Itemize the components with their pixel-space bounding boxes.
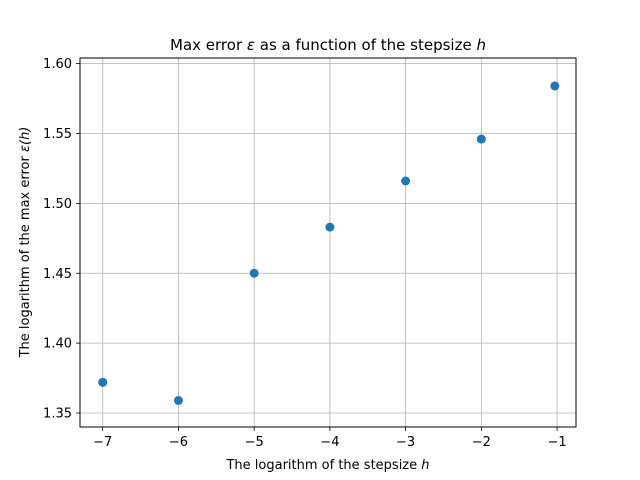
data-point bbox=[325, 222, 335, 232]
x-axis-title: The logarithm of the stepsize h bbox=[225, 458, 429, 473]
data-point bbox=[476, 134, 486, 144]
x-tick-label: −7 bbox=[93, 435, 112, 450]
plot-frame bbox=[79, 57, 577, 428]
chart-title: Max error ε as a function of the stepsiz… bbox=[170, 36, 486, 54]
x-axis-ticks: −7 −6 −5 −4 −3 −2 −1 bbox=[93, 427, 567, 450]
data-point bbox=[173, 395, 183, 405]
y-axis-title: The logarithm of the max error ε(h) bbox=[18, 127, 33, 359]
y-axis-ticks: 1.35 1.40 1.45 1.50 1.55 1.60 bbox=[43, 57, 80, 422]
grid-lines bbox=[80, 58, 576, 427]
y-tick-label: 1.60 bbox=[43, 57, 72, 72]
y-tick-label: 1.50 bbox=[43, 197, 72, 212]
data-points bbox=[98, 81, 560, 405]
x-tick-label: −1 bbox=[547, 435, 566, 450]
y-tick-label: 1.40 bbox=[43, 337, 72, 352]
x-tick-label: −6 bbox=[169, 435, 188, 450]
x-tick-label: −4 bbox=[320, 435, 339, 450]
y-tick-label: 1.45 bbox=[43, 267, 72, 282]
data-point bbox=[401, 176, 411, 186]
x-tick-label: −3 bbox=[396, 435, 415, 450]
y-tick-label: 1.35 bbox=[43, 407, 72, 422]
x-tick-label: −5 bbox=[245, 435, 264, 450]
x-tick-label: −2 bbox=[472, 435, 491, 450]
y-tick-label: 1.55 bbox=[43, 127, 72, 142]
data-point bbox=[249, 268, 259, 278]
data-point bbox=[550, 81, 560, 91]
data-point bbox=[98, 377, 108, 387]
